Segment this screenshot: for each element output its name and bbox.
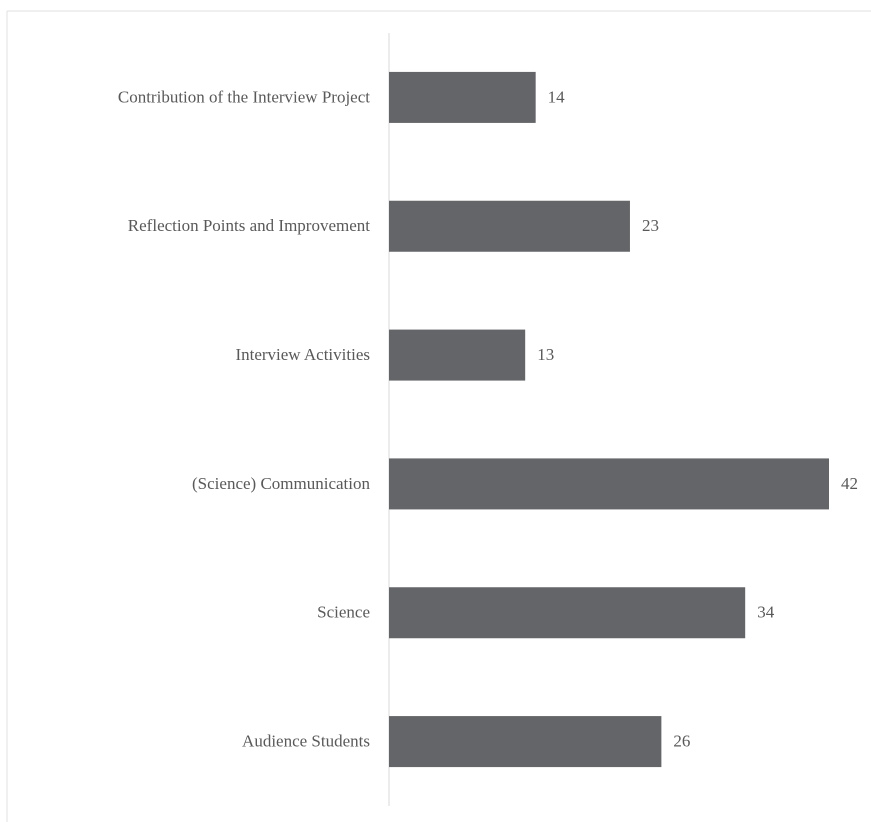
- value-label: 23: [642, 216, 659, 235]
- y-tick-label: Reflection Points and Improvement: [128, 216, 370, 235]
- bar: [389, 200, 630, 252]
- y-tick-label: Science: [317, 603, 370, 622]
- y-tick-label: Contribution of the Interview Project: [118, 87, 370, 106]
- bar: [389, 71, 536, 123]
- bar: [389, 716, 662, 768]
- y-tick-label: Audience Students: [242, 731, 370, 750]
- y-tick-label: (Science) Communication: [192, 474, 370, 493]
- value-label: 14: [548, 87, 566, 106]
- bar: [389, 458, 829, 510]
- value-label: 26: [673, 731, 690, 750]
- value-label: 42: [841, 474, 858, 493]
- bar: [389, 329, 526, 381]
- value-label: 34: [757, 603, 775, 622]
- bar: [389, 587, 746, 639]
- y-tick-label: Interview Activities: [235, 345, 370, 364]
- value-label: 13: [537, 345, 554, 364]
